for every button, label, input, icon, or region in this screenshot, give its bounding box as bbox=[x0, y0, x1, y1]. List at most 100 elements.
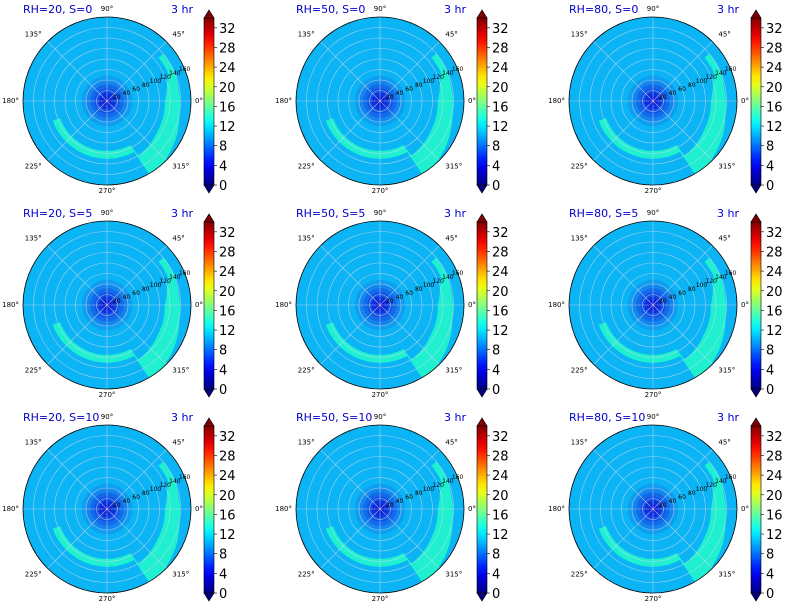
colorbar-tick-label: 32 bbox=[219, 430, 236, 445]
radius-tick-label: 100 bbox=[696, 78, 708, 85]
colorbar-fill bbox=[750, 425, 762, 594]
colorbar-extend-max bbox=[476, 417, 488, 427]
radius-tick-label: 80 bbox=[688, 490, 696, 497]
angle-tick-label: 180° bbox=[2, 97, 19, 105]
colorbar-tick-label: 0 bbox=[219, 179, 227, 194]
radius-tick-label: 100 bbox=[423, 78, 435, 85]
radius-tick-label: 100 bbox=[150, 486, 162, 493]
panel-2: 204060801001201401600°45°90°135°180°225°… bbox=[275, 3, 508, 195]
colorbar-tick-label: 28 bbox=[766, 449, 783, 464]
radius-tick-label: 120 bbox=[159, 74, 171, 81]
contour-band bbox=[325, 257, 453, 378]
radius-tick-label: 120 bbox=[159, 278, 171, 285]
polar-frame bbox=[295, 424, 465, 594]
colorbar-tick-label: 28 bbox=[766, 41, 783, 56]
colorbar-tick-label: 0 bbox=[492, 179, 500, 194]
angle-tick-label: 315° bbox=[445, 366, 462, 374]
radius-tick-label: 60 bbox=[405, 494, 413, 501]
angle-tick-label: 135° bbox=[298, 235, 315, 243]
panel-time-label: 3 hr bbox=[444, 411, 466, 424]
colorbar-extend-min bbox=[476, 388, 488, 398]
colorbar-extend-max bbox=[476, 9, 488, 19]
grid-spoke bbox=[652, 245, 713, 306]
radius-tick-label: 100 bbox=[696, 486, 708, 493]
radius-tick-label: 160 bbox=[179, 474, 191, 481]
angle-tick-label: 315° bbox=[718, 162, 735, 170]
colorbar-tick-label: 16 bbox=[219, 100, 236, 115]
colorbar-fill bbox=[750, 17, 762, 186]
panel-time-label: 3 hr bbox=[171, 3, 193, 16]
colorbar-fill bbox=[203, 17, 215, 186]
radius-tick-label: 40 bbox=[669, 294, 677, 301]
colorbar-tick-label: 24 bbox=[766, 61, 783, 76]
colorbar-tick-label: 8 bbox=[492, 140, 500, 155]
radius-tick-label: 80 bbox=[142, 286, 150, 293]
angle-tick-label: 0° bbox=[468, 505, 476, 513]
panel-3: 204060801001201401600°45°90°135°180°225°… bbox=[548, 3, 782, 195]
colorbar-tick-label: 12 bbox=[766, 528, 783, 543]
angle-tick-label: 0° bbox=[195, 505, 203, 513]
colorbar-tick-label: 4 bbox=[492, 159, 500, 174]
grid-spoke bbox=[652, 100, 713, 161]
angle-tick-label: 270° bbox=[645, 187, 662, 195]
colorbar-extend-max bbox=[750, 417, 762, 427]
grid-spoke bbox=[593, 41, 654, 102]
grid-spoke bbox=[379, 449, 440, 510]
colorbar: 0 4 8 12 16 20 24 28 32 bbox=[203, 213, 236, 398]
angle-tick-label: 225° bbox=[571, 366, 588, 374]
angle-tick-label: 135° bbox=[25, 439, 42, 447]
radius-tick-label: 140 bbox=[169, 274, 181, 281]
colorbar-extend-max bbox=[203, 9, 215, 19]
radius-tick-label: 20 bbox=[113, 94, 121, 101]
colorbar-tick-label: 28 bbox=[219, 41, 236, 56]
grid-spoke bbox=[106, 100, 167, 161]
radius-tick-label: 120 bbox=[159, 482, 171, 489]
colorbar-tick-label: 20 bbox=[219, 489, 236, 504]
colorbar-fill bbox=[203, 221, 215, 390]
angle-tick-label: 45° bbox=[445, 235, 457, 243]
grid-spoke bbox=[47, 41, 108, 102]
colorbar-tick-label: 32 bbox=[766, 430, 783, 445]
angle-tick-label: 225° bbox=[298, 366, 315, 374]
radius-tick-label: 60 bbox=[678, 290, 686, 297]
colorbar-tick-label: 0 bbox=[492, 383, 500, 398]
panel-title: RH=20, S=10 bbox=[23, 411, 99, 424]
radius-tick-label: 160 bbox=[452, 270, 464, 277]
colorbar-extend-min bbox=[203, 388, 215, 398]
angle-tick-label: 180° bbox=[275, 505, 292, 513]
radius-tick-label: 160 bbox=[452, 66, 464, 73]
colorbar-extend-max bbox=[476, 213, 488, 223]
radius-tick-label: 80 bbox=[415, 286, 423, 293]
angle-tick-label: 135° bbox=[571, 439, 588, 447]
colorbar-tick-label: 16 bbox=[766, 304, 783, 319]
panel-time-label: 3 hr bbox=[171, 207, 193, 220]
colorbar-tick-label: 0 bbox=[766, 179, 774, 194]
colorbar-tick-label: 24 bbox=[766, 265, 783, 280]
panel-time-label: 3 hr bbox=[171, 411, 193, 424]
colorbar-tick-label: 4 bbox=[219, 567, 227, 582]
angle-tick-label: 0° bbox=[195, 301, 203, 309]
angle-tick-label: 135° bbox=[298, 31, 315, 39]
radius-tick-label: 80 bbox=[142, 490, 150, 497]
angle-tick-label: 135° bbox=[571, 235, 588, 243]
angle-tick-label: 270° bbox=[372, 187, 389, 195]
panel-6: 204060801001201401600°45°90°135°180°225°… bbox=[548, 207, 782, 399]
grid-spoke bbox=[652, 508, 713, 569]
colorbar: 0 4 8 12 16 20 24 28 32 bbox=[750, 213, 783, 398]
angle-tick-label: 0° bbox=[468, 301, 476, 309]
colorbar-tick-label: 20 bbox=[492, 489, 509, 504]
radius-tick-label: 60 bbox=[132, 86, 140, 93]
radius-tick-label: 40 bbox=[123, 498, 131, 505]
angle-tick-label: 90° bbox=[101, 5, 113, 13]
radius-tick-label: 140 bbox=[715, 70, 727, 77]
angle-tick-label: 315° bbox=[172, 570, 189, 578]
colorbar-tick-label: 24 bbox=[219, 61, 236, 76]
radius-tick-label: 20 bbox=[386, 502, 394, 509]
colorbar-fill bbox=[476, 425, 488, 594]
panel-title: RH=80, S=10 bbox=[569, 411, 645, 424]
radius-tick-label: 100 bbox=[423, 282, 435, 289]
radius-tick-label: 120 bbox=[432, 482, 444, 489]
colorbar-fill bbox=[750, 221, 762, 390]
radius-tick-label: 60 bbox=[132, 494, 140, 501]
